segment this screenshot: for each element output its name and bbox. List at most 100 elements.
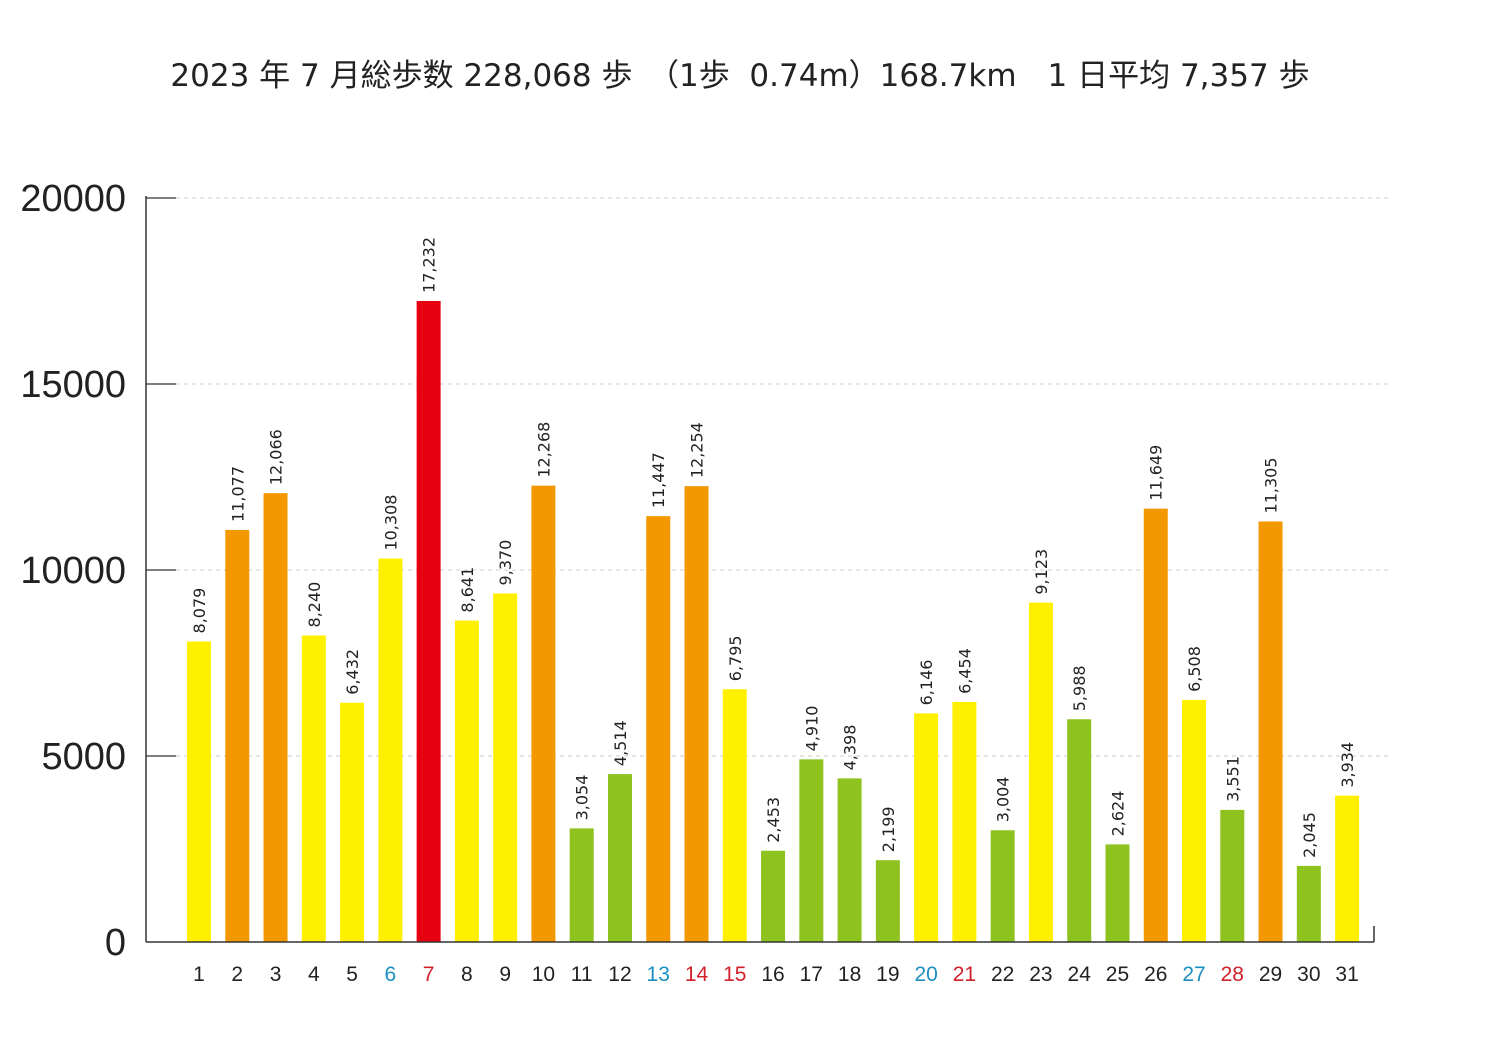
x-tick-label: 10 xyxy=(532,963,555,986)
data-label: 2,199 xyxy=(879,806,898,852)
bar-day-20 xyxy=(914,713,939,942)
x-tick-label: 3 xyxy=(270,963,282,986)
data-label: 10,308 xyxy=(381,495,400,551)
bar-day-19 xyxy=(875,860,900,942)
bar-day-12 xyxy=(607,774,632,942)
data-label: 8,240 xyxy=(305,582,324,628)
x-tick-label: 31 xyxy=(1335,963,1358,986)
data-label: 12,268 xyxy=(534,422,553,478)
chart-title: 2023 年 7 月総歩数 228,068 歩 （1歩 0.74m）168.7k… xyxy=(170,58,1310,94)
bar-day-16 xyxy=(761,850,786,942)
bar-day-2 xyxy=(225,529,250,942)
bar-day-9 xyxy=(493,593,518,942)
data-label: 11,649 xyxy=(1147,445,1166,501)
data-label: 5,988 xyxy=(1070,665,1089,711)
bar-day-22 xyxy=(990,830,1015,942)
x-tick-label: 14 xyxy=(685,963,709,986)
data-label: 6,795 xyxy=(726,635,745,681)
data-label: 3,551 xyxy=(1223,756,1242,802)
x-tick-label: 29 xyxy=(1259,963,1282,986)
x-tick-label: 6 xyxy=(385,963,397,986)
x-tick-label: 13 xyxy=(647,963,670,986)
bar-day-10 xyxy=(531,485,556,942)
data-label: 17,232 xyxy=(420,237,439,293)
y-tick-label: 20000 xyxy=(20,178,126,220)
data-label: 11,077 xyxy=(228,466,247,522)
data-label: 12,254 xyxy=(688,422,707,478)
x-tick-label: 21 xyxy=(953,963,976,986)
bar-day-31 xyxy=(1335,795,1360,942)
x-tick-label: 4 xyxy=(308,963,320,986)
x-tick-label: 25 xyxy=(1106,963,1129,986)
data-label: 2,453 xyxy=(764,797,783,843)
data-label: 11,447 xyxy=(649,452,668,508)
y-tick-labels: 0 5000 10000 15000 20000 xyxy=(20,178,126,964)
data-label: 11,305 xyxy=(1262,457,1281,513)
x-tick-label: 7 xyxy=(423,963,435,986)
x-tick-label: 1 xyxy=(193,963,205,986)
data-label: 2,624 xyxy=(1108,791,1127,837)
x-tick-label: 11 xyxy=(571,963,593,986)
x-tick-label: 8 xyxy=(461,963,473,986)
bar-day-6 xyxy=(378,558,403,942)
x-tick-label: 19 xyxy=(876,963,899,986)
x-tick-label: 27 xyxy=(1182,963,1205,986)
data-label: 4,514 xyxy=(611,720,630,766)
bar-day-13 xyxy=(646,516,671,942)
bar-day-17 xyxy=(799,759,824,942)
bar-day-25 xyxy=(1105,844,1130,942)
bar-day-26 xyxy=(1143,508,1168,942)
axes xyxy=(145,196,1375,943)
x-tick-label: 26 xyxy=(1144,963,1167,986)
data-label: 3,054 xyxy=(573,775,592,821)
x-tick-labels: 1 2 3 4 5 6 7 8 9 10 11 12 13 14 15 16 17 18 19 20 21 22 23 24 2… xyxy=(193,963,1359,986)
x-tick-label: 5 xyxy=(346,963,358,986)
data-label: 12,066 xyxy=(267,429,286,485)
data-labels: 8,079 11,077 12,066 8,240 6,432 10,308 17,232 8… xyxy=(190,237,1357,858)
data-label: 2,045 xyxy=(1300,812,1319,858)
x-tick-label: 20 xyxy=(914,963,937,986)
data-label: 3,934 xyxy=(1338,742,1357,788)
data-label: 9,370 xyxy=(496,540,515,586)
x-tick-label: 9 xyxy=(499,963,511,986)
bar-day-3 xyxy=(263,493,288,942)
bar-day-7 xyxy=(416,300,441,942)
x-tick-label: 24 xyxy=(1068,963,1092,986)
data-label: 8,079 xyxy=(190,588,209,634)
bar-day-11 xyxy=(569,828,594,942)
data-label: 6,146 xyxy=(917,660,936,706)
x-tick-label: 30 xyxy=(1297,963,1320,986)
y-tick-label: 5000 xyxy=(41,736,126,778)
data-label: 8,641 xyxy=(458,567,477,613)
x-tick-label: 17 xyxy=(800,963,823,986)
x-tick-label: 28 xyxy=(1221,963,1244,986)
y-tick-label: 10000 xyxy=(20,550,126,592)
y-tick-label: 0 xyxy=(105,922,126,964)
bar-day-21 xyxy=(952,701,977,942)
data-label: 4,398 xyxy=(841,725,860,771)
x-tick-label: 2 xyxy=(231,963,243,986)
data-label: 6,432 xyxy=(343,649,362,695)
bar-day-27 xyxy=(1182,699,1207,942)
bar-day-14 xyxy=(684,486,709,942)
x-tick-label: 18 xyxy=(838,963,861,986)
bar-day-15 xyxy=(722,689,747,942)
bar-day-29 xyxy=(1258,521,1283,942)
x-tick-label: 12 xyxy=(608,963,631,986)
bar-day-28 xyxy=(1220,809,1245,942)
bar-day-30 xyxy=(1296,865,1321,942)
bar-day-24 xyxy=(1067,719,1092,942)
x-tick-label: 15 xyxy=(723,963,746,986)
x-tick-label: 23 xyxy=(1029,963,1052,986)
data-label: 6,508 xyxy=(1185,646,1204,692)
bar-day-1 xyxy=(187,641,211,942)
x-tick-label: 16 xyxy=(761,963,784,986)
bar-day-8 xyxy=(454,620,479,942)
data-label: 4,910 xyxy=(802,706,821,752)
bar-day-23 xyxy=(1028,602,1053,942)
x-tick-label: 22 xyxy=(991,963,1014,986)
bar-day-4 xyxy=(301,635,326,942)
data-label: 6,454 xyxy=(955,648,974,694)
y-tick-label: 15000 xyxy=(20,364,126,406)
